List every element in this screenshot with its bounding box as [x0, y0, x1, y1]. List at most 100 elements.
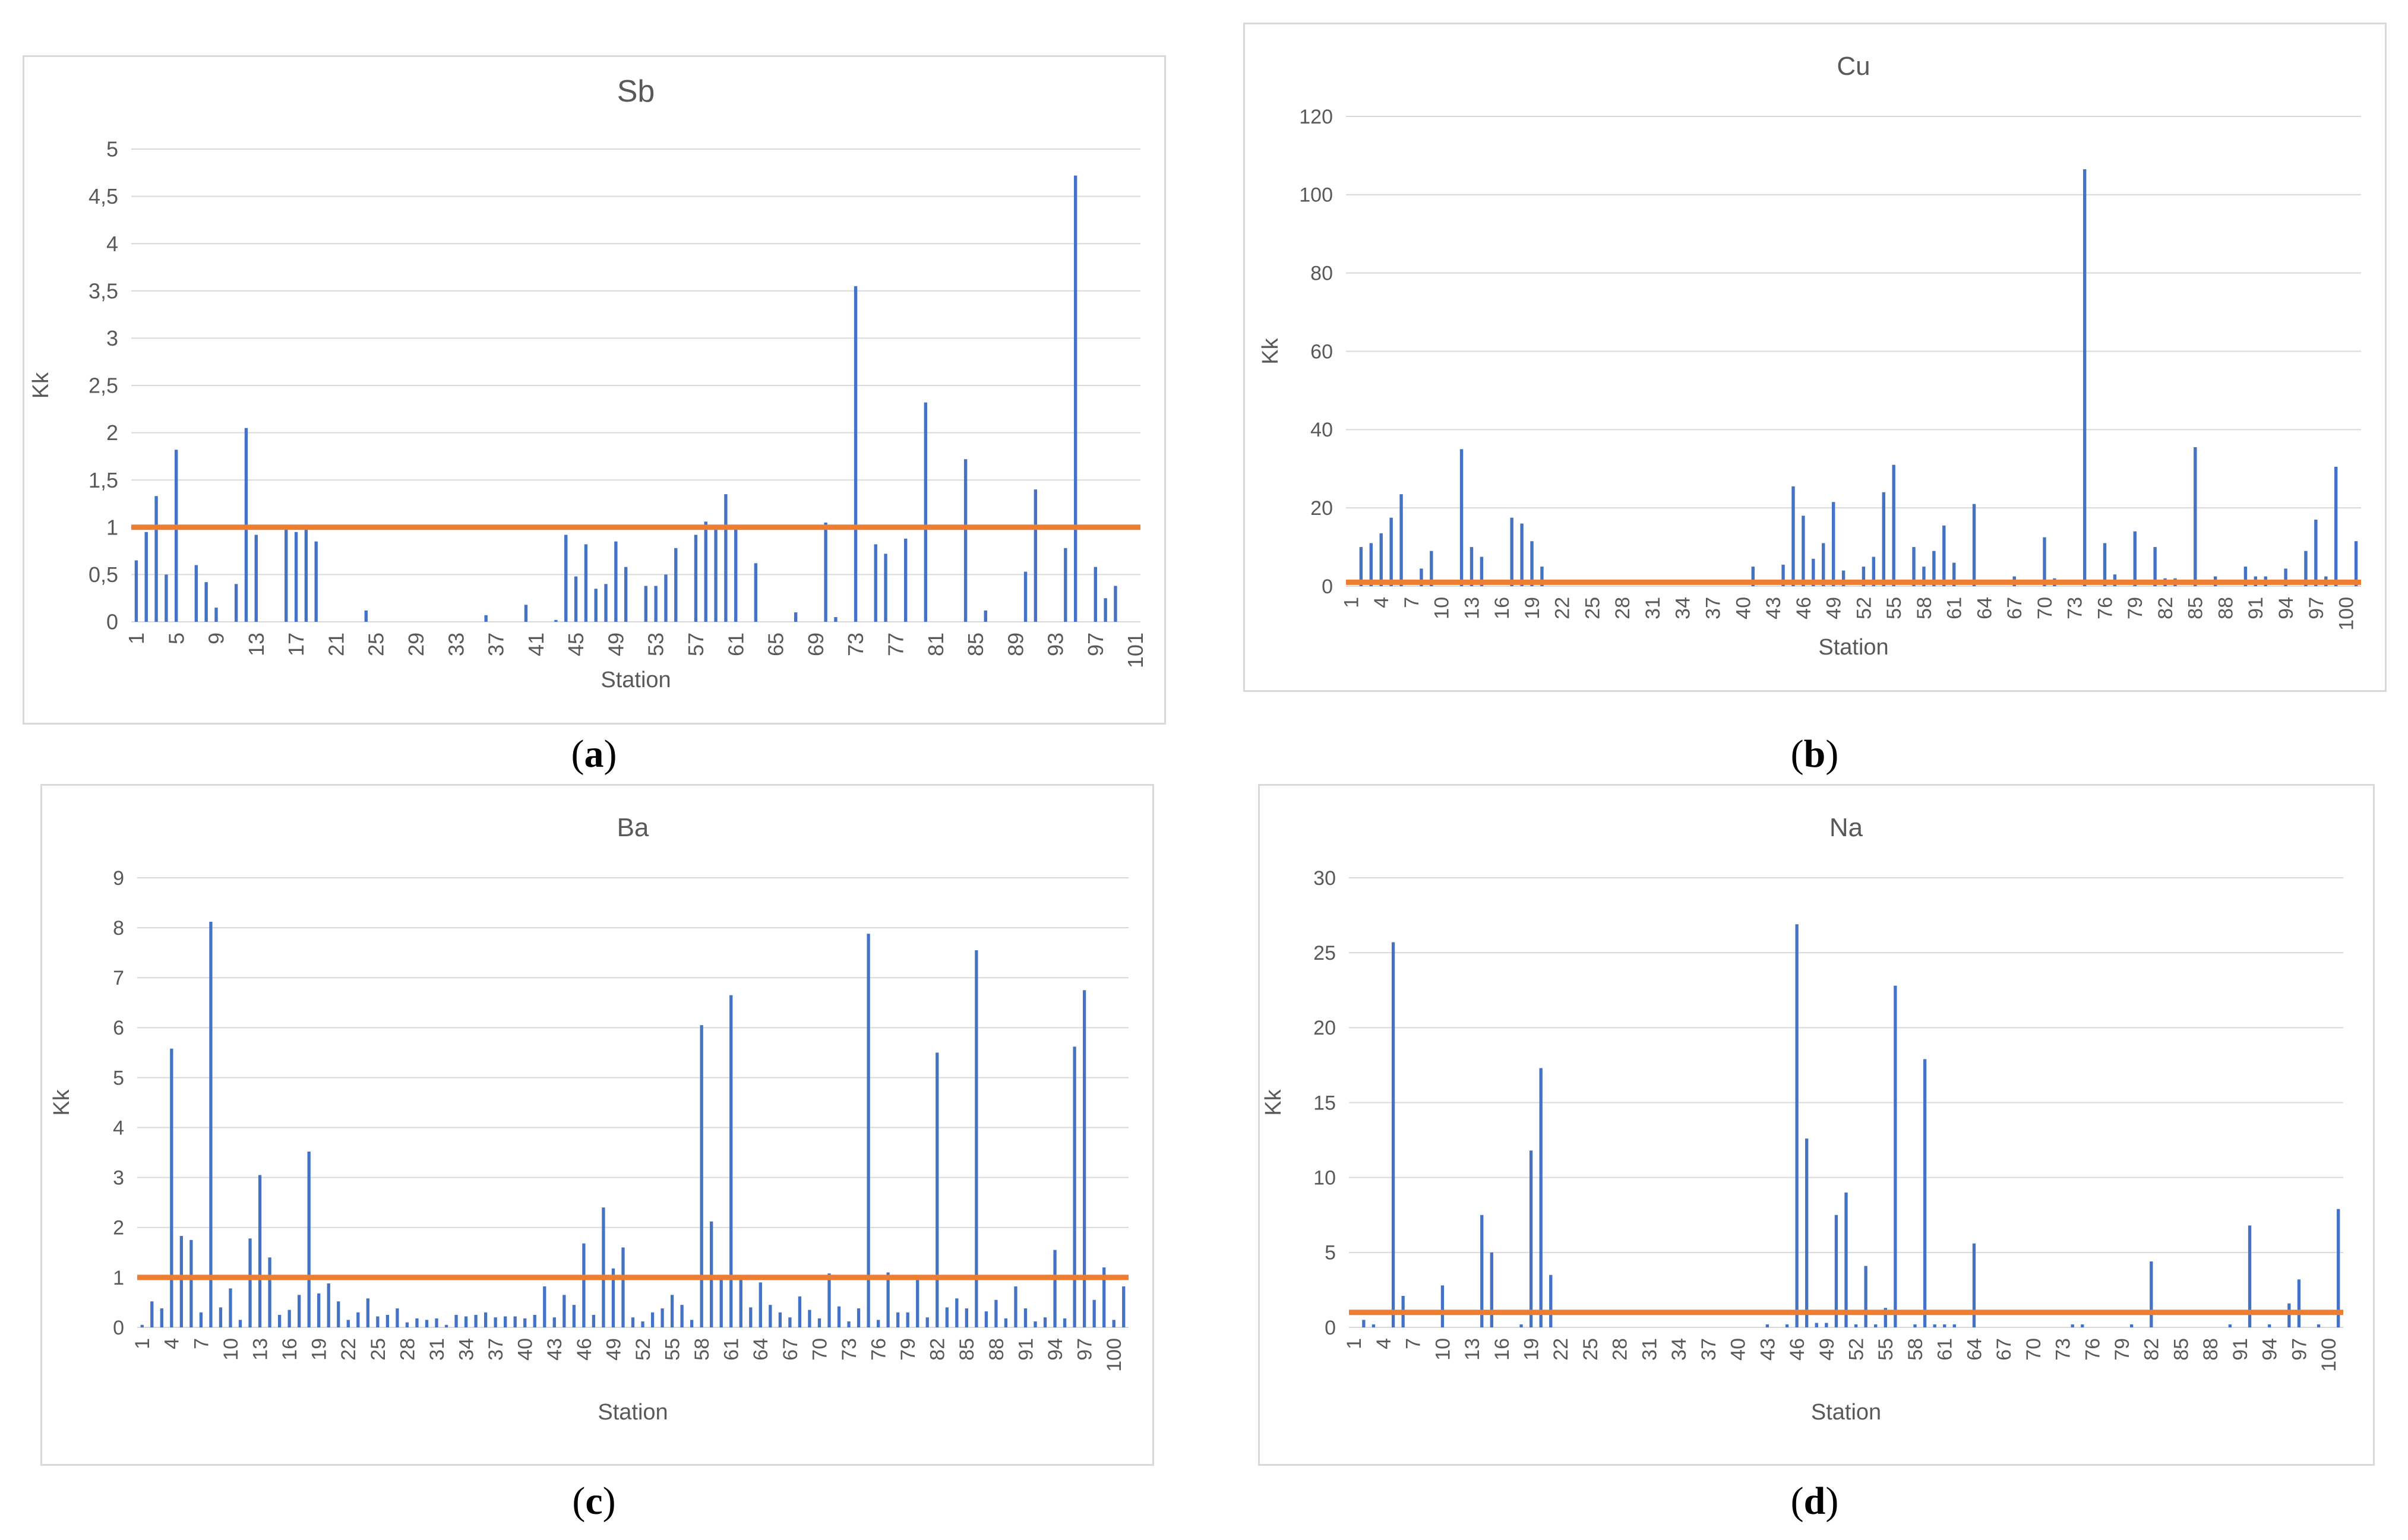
x-tick-label: 5: [164, 633, 188, 644]
bar-station-85: [965, 1308, 968, 1327]
x-tick-label: 64: [750, 1338, 772, 1361]
x-tick-label: 46: [1793, 597, 1815, 619]
bar-station-99: [2317, 1324, 2321, 1327]
bar-station-44: [564, 535, 568, 622]
bar-station-63: [754, 563, 758, 622]
bar-station-19: [314, 541, 318, 622]
x-tick-label: 70: [2023, 1338, 2045, 1361]
bar-station-36: [484, 1312, 488, 1327]
x-tick-label: 40: [514, 1338, 537, 1361]
bar-station-7: [194, 565, 198, 622]
bar-station-4: [170, 1048, 173, 1327]
bar-station-28: [405, 1322, 409, 1327]
bar-station-60: [724, 494, 728, 622]
x-tick-label: 85: [963, 633, 988, 656]
bar-station-80: [916, 1280, 919, 1327]
x-tick-label: 61: [723, 633, 748, 656]
bar-station-50: [1834, 1215, 1838, 1327]
x-tick-label: 16: [279, 1338, 301, 1361]
y-tick-label: 10: [1313, 1167, 1336, 1190]
bar-station-12: [248, 1238, 252, 1327]
bar-station-90: [2243, 567, 2248, 586]
bar-station-62: [739, 1278, 742, 1327]
x-tick-label: 10: [1431, 597, 1453, 619]
bar-station-76: [876, 1320, 880, 1327]
bar-station-97: [2297, 1279, 2301, 1327]
bar-station-17: [294, 532, 298, 622]
bar-station-72: [837, 1306, 841, 1327]
bar-station-16: [285, 529, 288, 622]
x-tick-label: 37: [1702, 597, 1725, 619]
x-tick-label: 19: [1521, 597, 1544, 619]
bar-station-84: [955, 1298, 959, 1327]
bar-station-45: [1785, 1324, 1789, 1327]
bar-station-77: [886, 1272, 890, 1327]
bar-station-53: [654, 586, 658, 622]
x-tick-label: 69: [804, 633, 828, 656]
chart-svg-na: Na 0 5 10 15 20 25 30 1 4 7 10 13 16 19 22 25 28 31 34 37 40 4…: [1261, 813, 2343, 1425]
bar-station-23: [356, 1312, 360, 1327]
x-tick-label: 31: [1642, 597, 1664, 619]
y-axis-label: Kk: [1258, 337, 1283, 364]
bar-station-45: [1791, 486, 1795, 586]
y-tick-label: 6: [113, 1017, 124, 1039]
x-tick-label: 43: [543, 1338, 566, 1361]
caption-c: (c): [572, 1479, 616, 1523]
bar-station-20: [1540, 567, 1544, 586]
x-tick-label: 34: [1672, 597, 1695, 619]
x-tick-label: 25: [364, 633, 388, 656]
x-tick-label: 97: [1083, 633, 1108, 656]
bar-station-63: [749, 1307, 753, 1327]
bar-station-18: [307, 1151, 311, 1327]
bar-station-55: [674, 548, 678, 622]
bar-station-83: [945, 1307, 949, 1327]
x-tick-label: 33: [444, 633, 468, 656]
bar-station-96: [2287, 1303, 2291, 1327]
x-tick-label: 31: [1638, 1338, 1661, 1361]
y-tick-label: 1: [106, 515, 118, 539]
bar-station-6: [1399, 494, 1403, 586]
bar-station-58: [704, 521, 707, 622]
y-tick-label: 0: [113, 1317, 124, 1339]
x-tick-label: 13: [244, 633, 268, 656]
bar-station-99: [1114, 586, 1117, 622]
bar-station-2: [144, 532, 148, 622]
bar-station-95: [1063, 1318, 1067, 1327]
bar-station-39: [513, 1316, 517, 1327]
x-tick-label: 7: [1402, 1338, 1425, 1349]
bar-station-82: [2150, 1261, 2153, 1327]
x-tick-label: 55: [661, 1338, 684, 1361]
bar-station-79: [906, 1312, 909, 1327]
bar-station-52: [644, 586, 648, 622]
bar-station-5: [1389, 517, 1393, 586]
bar-station-44: [563, 1295, 566, 1327]
y-tick-label: 2,5: [89, 374, 118, 398]
x-tick-label: 13: [1461, 597, 1483, 619]
x-tick-label: 7: [190, 1338, 213, 1349]
x-tick-label: 91: [1015, 1338, 1037, 1361]
x-tick-label: 88: [2200, 1338, 2222, 1361]
bar-station-85: [2194, 447, 2197, 586]
x-tick-label: 55: [1875, 1338, 1897, 1361]
x-tick-label: 91: [2229, 1338, 2252, 1361]
bar-station-2: [1359, 547, 1363, 586]
bar-station-17: [298, 1295, 301, 1327]
y-tick-label: 0: [1322, 575, 1333, 598]
bar-station-49: [614, 541, 618, 622]
x-tick-label: 97: [2305, 597, 2328, 619]
y-tick-label: 0,5: [89, 562, 118, 587]
bar-station-48: [604, 584, 608, 622]
x-tick-label: 61: [1934, 1338, 1957, 1361]
x-tick-label: 85: [956, 1338, 978, 1361]
bar-station-54: [1882, 492, 1885, 586]
bar-station-48: [1822, 543, 1825, 586]
bar-station-75: [2081, 1324, 2084, 1327]
x-tick-label: 94: [2259, 1338, 2281, 1361]
y-tick-label: 8: [113, 917, 124, 940]
bar-station-2: [150, 1301, 154, 1327]
x-tick-label: 82: [2154, 597, 2177, 619]
bar-station-46: [1795, 924, 1799, 1327]
y-tick-label: 20: [1310, 497, 1333, 520]
bar-station-50: [624, 567, 628, 622]
x-tick-label: 73: [2064, 597, 2087, 619]
